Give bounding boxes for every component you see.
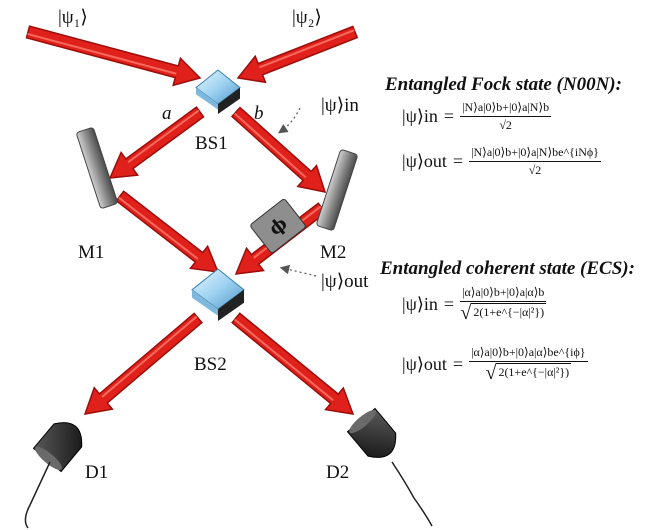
- input-state-psi2: |ψ₂⟩: [292, 7, 322, 28]
- noon-output-fraction: |N⟩a|0⟩b+|0⟩a|N⟩be^{iNϕ} √2: [469, 145, 601, 178]
- mirror-m2: [316, 149, 358, 231]
- d1-label: D1: [85, 462, 109, 483]
- noon-output-numerator: |N⟩a|0⟩b+|0⟩a|N⟩be^{iNϕ}: [469, 145, 601, 162]
- bs1-label: BS1: [195, 133, 228, 154]
- detector-d1: [32, 422, 83, 473]
- mirror-m1: [76, 127, 118, 209]
- beam-output-1: [83, 312, 203, 415]
- beam-arm-b-upper: [230, 106, 327, 193]
- ecs-output-denominator: 2(1+e^{−|α|²}): [496, 363, 572, 383]
- bs2-label: BS2: [194, 354, 227, 375]
- m1-label: M1: [78, 242, 105, 263]
- ecs-output-fraction: |α⟩a|0⟩b+|0⟩a|α⟩be^{iϕ} √ 2(1+e^{−|α|²}): [469, 345, 588, 384]
- ecs-input-fraction: |α⟩a|0⟩b+|0⟩a|α⟩b √ 2(1+e^{−|α|²}): [460, 285, 547, 324]
- psi-out-label: |ψ⟩out: [321, 271, 369, 292]
- beam-arm-a-lower: [115, 190, 220, 273]
- beam-input-1: [25, 25, 202, 87]
- detector-d2-cable: [391, 461, 433, 527]
- noon-output-denominator: √2: [528, 163, 542, 177]
- noon-input-lhs: |ψ⟩in: [402, 106, 438, 126]
- psi-in-label: |ψ⟩in: [321, 95, 359, 116]
- detector-d2: [346, 407, 397, 458]
- psi-in-pointer: [278, 107, 301, 134]
- beam-splitter-bs2: [191, 268, 245, 321]
- ecs-output-equation: |ψ⟩out = |α⟩a|0⟩b+|0⟩a|α⟩be^{iϕ} √ 2(1+e…: [402, 345, 588, 384]
- d2-label: D2: [326, 462, 350, 483]
- sqrt-icon: √: [485, 362, 497, 384]
- beam-arm-a-upper: [108, 106, 205, 179]
- arm-label-b: b: [254, 103, 264, 124]
- ecs-input-denominator: 2(1+e^{−|α|²}): [471, 303, 547, 323]
- noon-input-numerator: |N⟩a|0⟩b+|0⟩a|N⟩b: [460, 100, 552, 117]
- ecs-heading: Entangled coherent state (ECS):: [380, 258, 635, 279]
- input-state-psi1: |ψ₁⟩: [58, 7, 88, 28]
- detector-d1-cable: [24, 461, 51, 529]
- beam-input-2: [236, 25, 359, 84]
- sqrt-icon: √: [460, 302, 472, 324]
- beam-splitter-bs1: [195, 69, 241, 114]
- arm-label-a: a: [162, 103, 172, 124]
- beam-output-2: [231, 312, 355, 415]
- noon-input-equation: |ψ⟩in = |N⟩a|0⟩b+|0⟩a|N⟩b √2: [402, 100, 552, 133]
- noon-output-equation: |ψ⟩out = |N⟩a|0⟩b+|0⟩a|N⟩be^{iNϕ} √2: [402, 145, 601, 178]
- ecs-input-lhs: |ψ⟩in: [402, 293, 438, 314]
- noon-input-denominator: √2: [499, 118, 512, 132]
- ecs-output-lhs: |ψ⟩out: [402, 353, 447, 374]
- noon-input-fraction: |N⟩a|0⟩b+|0⟩a|N⟩b √2: [460, 100, 552, 133]
- noon-heading: Entangled Fock state (N00N):: [385, 74, 622, 95]
- ecs-output-numerator: |α⟩a|0⟩b+|0⟩a|α⟩be^{iϕ}: [469, 345, 588, 362]
- ecs-input-numerator: |α⟩a|0⟩b+|0⟩a|α⟩b: [460, 285, 547, 302]
- psi-out-pointer: [279, 264, 317, 277]
- noon-output-lhs: |ψ⟩out: [402, 151, 447, 171]
- ecs-input-equation: |ψ⟩in = |α⟩a|0⟩b+|0⟩a|α⟩b √ 2(1+e^{−|α|²…: [402, 285, 547, 324]
- phase-shifter: ϕ: [250, 198, 306, 254]
- m2-label: M2: [320, 242, 347, 263]
